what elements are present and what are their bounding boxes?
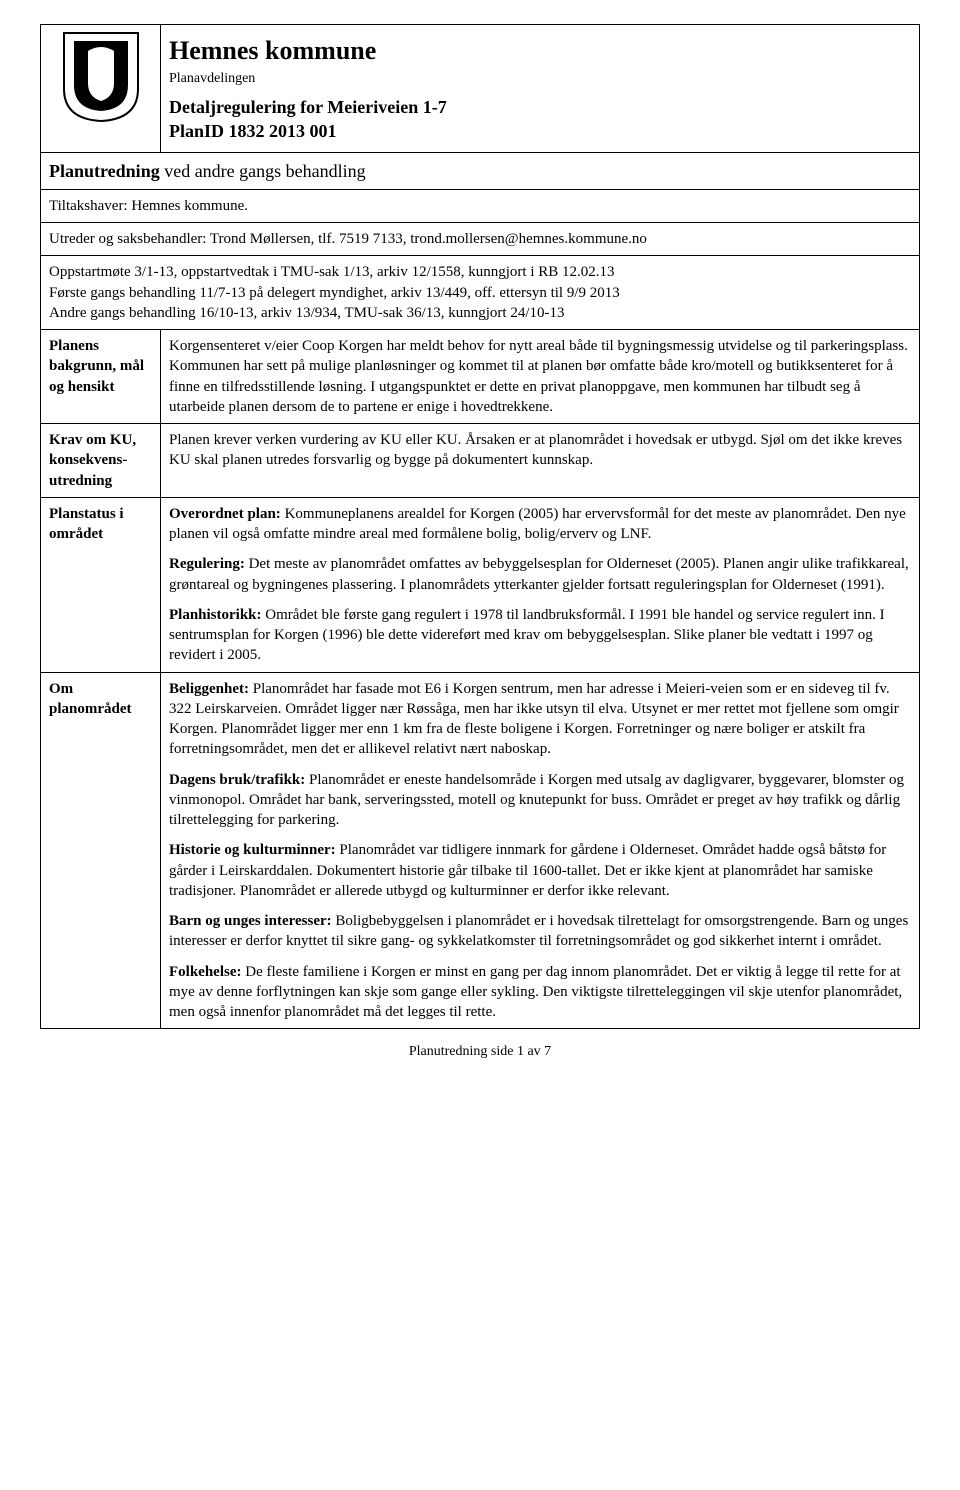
label-om: Om planområdet [41,672,161,1029]
tiltakshaver-text: Tiltakshaver: Hemnes kommune. [49,198,248,214]
om-p3-lead: Historie og kulturminner: [169,842,336,858]
history-line-1: Oppstartmøte 3/1-13, oppstartvedtak i TM… [49,262,911,282]
om-p4-lead: Barn og unges interesser: [169,913,332,929]
body-bakgrunn: Korgensenteret v/eier Coop Korgen har me… [161,330,920,424]
label-krav: Krav om KU, konsekvens-utredning [41,424,161,498]
doc-title: Detaljregulering for Meieriveien 1-7 [169,95,911,119]
om-p2-lead: Dagens bruk/trafikk: [169,772,305,788]
logo-cell [41,25,161,153]
document-table: Hemnes kommune Planavdelingen Detaljregu… [40,24,920,1029]
history-line-3: Andre gangs behandling 16/10-13, arkiv 1… [49,303,911,323]
page-footer: Planutredning side 1 av 7 [40,1043,920,1062]
body-om: Beliggenhet: Planområdet har fasade mot … [161,672,920,1029]
utreder-cell: Utreder og saksbehandler: Trond Møllerse… [41,223,920,256]
tiltakshaver-cell: Tiltakshaver: Hemnes kommune. [41,189,920,222]
subtitle-bold: Planutredning [49,161,160,181]
planstatus-p1-lead: Overordnet plan: [169,506,281,522]
planstatus-p2-lead: Regulering: [169,556,245,572]
history-cell: Oppstartmøte 3/1-13, oppstartvedtak i TM… [41,256,920,330]
label-bakgrunn: Planens bakgrunn, mål og hensikt [41,330,161,424]
org-title: Hemnes kommune [169,33,911,68]
plan-id: PlanID 1832 2013 001 [169,119,911,143]
subtitle-cell: Planutredning ved andre gangs behandling [41,152,920,189]
body-planstatus: Overordnet plan: Kommuneplanens arealdel… [161,497,920,672]
om-p5-rest: De fleste familiene i Korgen er minst en… [169,964,902,1021]
header-cell: Hemnes kommune Planavdelingen Detaljregu… [161,25,920,153]
history-line-2: Første gangs behandling 11/7-13 på deleg… [49,283,911,303]
planstatus-p3-rest: Området ble første gang regulert i 1978 … [169,607,885,664]
om-p1-lead: Beliggenhet: [169,681,249,697]
krav-text: Planen krever verken vurdering av KU ell… [169,430,911,471]
planstatus-p3-lead: Planhistorikk: [169,607,262,623]
bakgrunn-text: Korgensenteret v/eier Coop Korgen har me… [169,336,911,417]
utreder-text: Utreder og saksbehandler: Trond Møllerse… [49,231,647,247]
om-p5-lead: Folkehelse: [169,964,242,980]
label-planstatus: Planstatus i området [41,497,161,672]
body-krav: Planen krever verken vurdering av KU ell… [161,424,920,498]
subtitle-rest: ved andre gangs behandling [160,161,366,181]
shield-icon [62,31,140,123]
planstatus-p2-rest: Det meste av planområdet omfattes av beb… [169,556,909,592]
dept-name: Planavdelingen [169,70,911,89]
om-p1-rest: Planområdet har fasade mot E6 i Korgen s… [169,681,899,758]
